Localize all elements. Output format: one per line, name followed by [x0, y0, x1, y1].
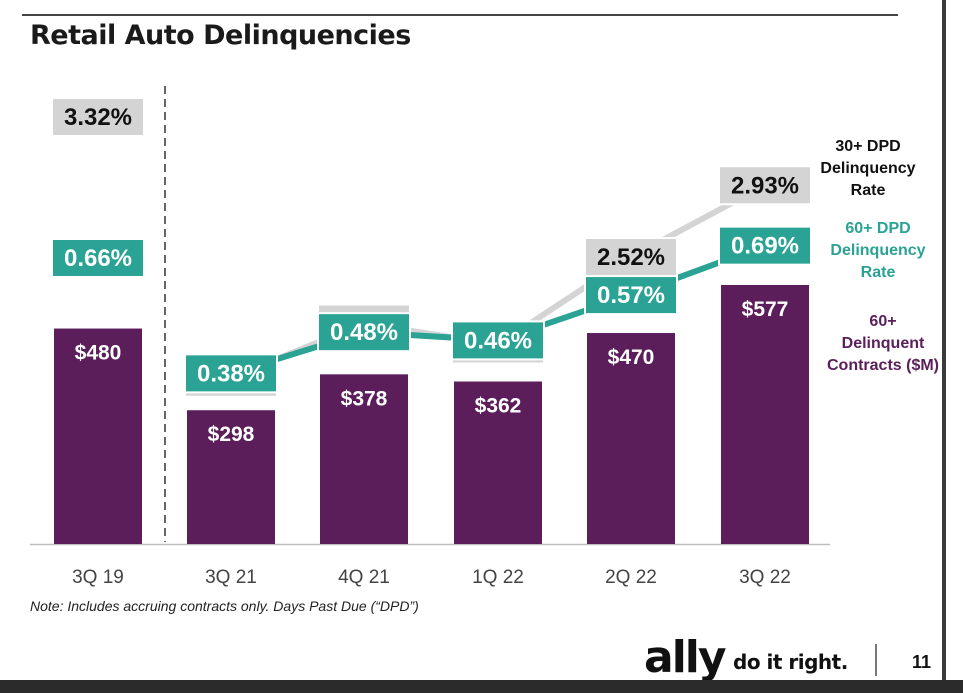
legend-delinquent-contracts: 60+ Delinquent Contracts ($M) — [808, 311, 958, 377]
bar-label-5: $470 — [608, 346, 655, 369]
legend-contracts-line-1: 60+ — [869, 313, 897, 330]
legend-60dpd-line-3: Rate — [860, 264, 896, 281]
legend-60dpd-line-1: 60+ DPD — [845, 220, 911, 237]
rate-30dpd-label-6: 2.93% — [731, 172, 799, 199]
bottom-bar — [0, 680, 963, 693]
rate-30dpd-label-1: 3.32% — [64, 104, 132, 131]
rate-60dpd-box-4 — [451, 320, 545, 361]
x-tick-label-4: 1Q 22 — [472, 567, 524, 588]
rate-30dpd-box-5 — [584, 237, 678, 277]
right-edge-border — [942, 0, 946, 680]
x-tick-label-3: 4Q 21 — [338, 567, 390, 588]
bar-6 — [721, 285, 809, 544]
legend-60dpd-line-2: Delinquency — [830, 242, 926, 259]
rate-60dpd-label-6: 0.69% — [731, 233, 799, 260]
bar-label-4: $362 — [475, 395, 522, 418]
bar-5 — [587, 333, 675, 544]
rate-30dpd-box-1 — [51, 97, 145, 137]
legend-30dpd-line-2: Delinquency — [820, 160, 916, 177]
bar-label-2: $298 — [208, 423, 255, 446]
x-tick-label-6: 3Q 22 — [739, 567, 791, 588]
legend-30dpd-line-3: Rate — [850, 182, 886, 199]
rate-30dpd-box-6 — [718, 165, 812, 206]
top-rule — [22, 14, 898, 16]
rate-60dpd-box-1 — [51, 238, 145, 278]
x-tick-label-1: 3Q 19 — [72, 567, 124, 588]
rate-60dpd-label-1: 0.66% — [64, 245, 132, 272]
rate-60dpd-box-3 — [317, 312, 411, 353]
bar-label-6: $577 — [742, 298, 789, 321]
page-number: 11 — [912, 652, 932, 672]
x-tick-label-5: 2Q 22 — [605, 567, 657, 588]
rate-60dpd-box-5 — [584, 275, 678, 316]
legend-contracts-line-2: Delinquent — [841, 335, 925, 352]
bar-3 — [320, 374, 408, 544]
legend-60dpd-rate: 60+ DPD Delinquency Rate — [808, 218, 948, 284]
rate-60dpd-label-3: 0.48% — [330, 319, 398, 346]
rate-60dpd-box-6 — [718, 225, 812, 266]
rate-60dpd-label-2: 0.38% — [197, 360, 265, 387]
bar-2 — [187, 410, 275, 544]
logo-divider — [875, 644, 877, 676]
footnote: Note: Includes accruing contracts only. … — [30, 598, 419, 614]
bar-label-3: $378 — [341, 387, 388, 410]
ally-logo: ally — [644, 632, 727, 683]
x-tick-label-2: 3Q 21 — [205, 567, 257, 588]
page-title: Retail Auto Delinquencies — [30, 20, 411, 51]
bar-1 — [54, 328, 142, 544]
bar-label-1: $480 — [75, 342, 122, 365]
rate-30dpd-label-5: 2.52% — [597, 244, 665, 271]
legend-30dpd-line-1: 30+ DPD — [835, 138, 901, 155]
rate-60dpd-label-5: 0.57% — [597, 282, 665, 309]
legend-30dpd-rate: 30+ DPD Delinquency Rate — [808, 136, 928, 202]
legend-contracts-line-3: Contracts ($M) — [826, 357, 939, 374]
bar-4 — [454, 381, 542, 544]
rate-60dpd-label-4: 0.46% — [464, 327, 532, 354]
rate-60dpd-box-2 — [184, 353, 278, 394]
tagline: do it right. — [733, 650, 848, 674]
